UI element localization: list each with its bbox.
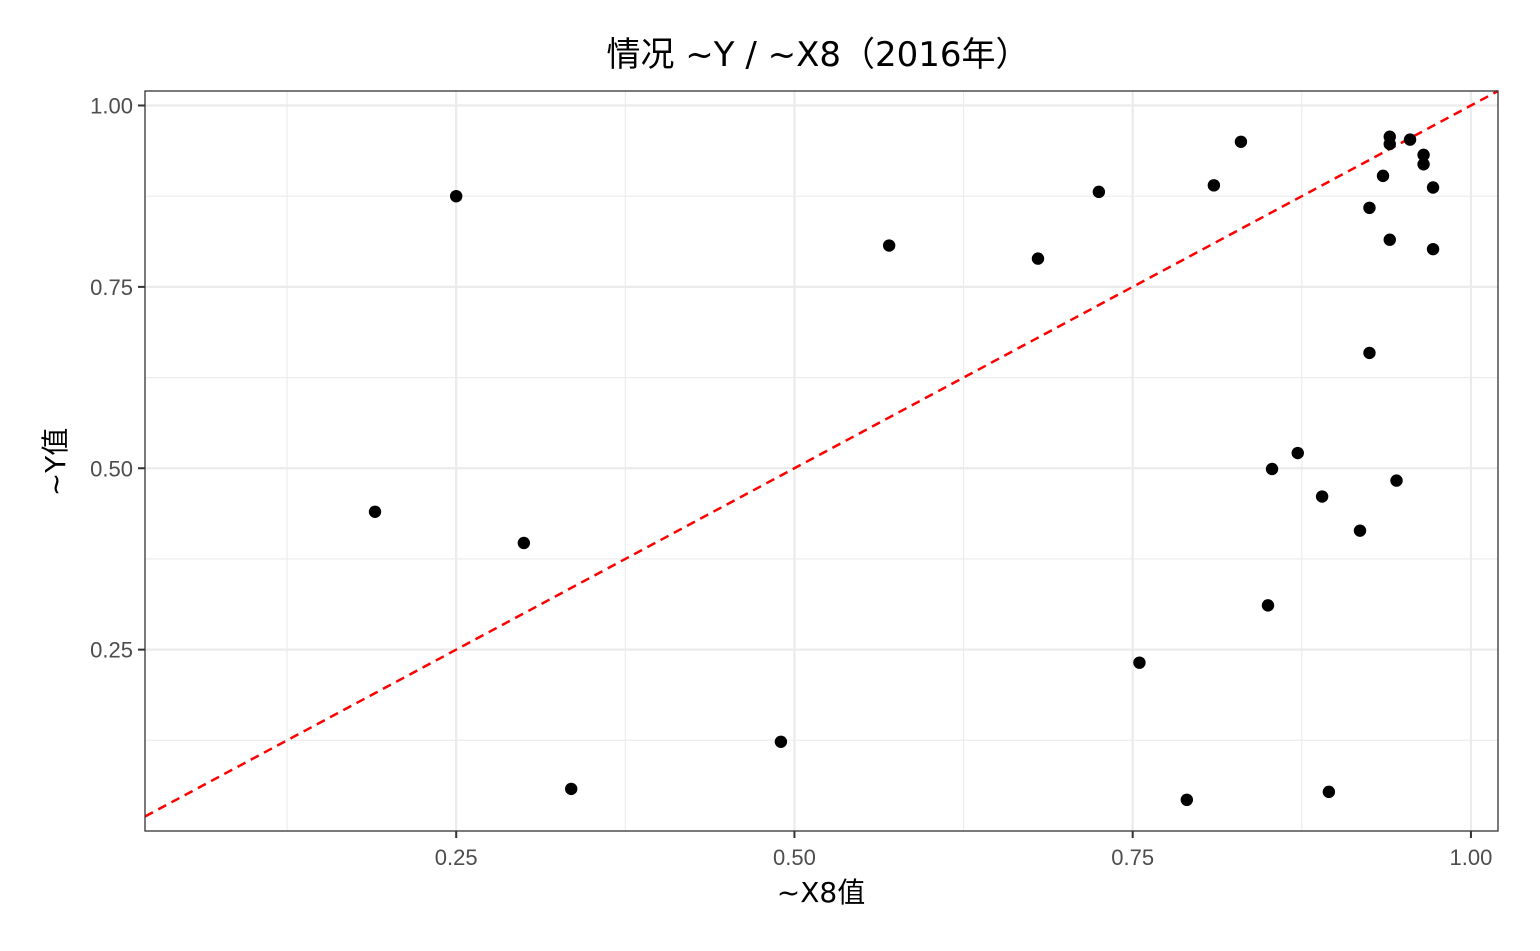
minor-gridlines	[145, 91, 1498, 831]
data-point-16	[1322, 785, 1336, 799]
data-point-2	[517, 536, 531, 550]
x-tick-label-0: 0.25	[435, 845, 478, 870]
x-tick-label-2: 0.75	[1111, 845, 1154, 870]
data-point-23	[1383, 130, 1396, 143]
data-point-1	[449, 189, 463, 203]
data-point-20	[1376, 169, 1390, 183]
data-point-27	[1417, 158, 1430, 171]
data-point-26	[1417, 148, 1430, 162]
data-point-4	[774, 735, 788, 748]
data-point-13	[1265, 462, 1279, 476]
y-tick-label-1: 0.50	[90, 456, 133, 481]
data-point-21	[1383, 233, 1396, 246]
data-point-11	[1234, 135, 1248, 148]
data-point-14	[1291, 446, 1304, 460]
y-tick-label-3: 1.00	[90, 94, 133, 119]
reference-line-y-equals-x	[144, 89, 1499, 818]
data-points	[368, 130, 1440, 807]
data-point-10	[1207, 179, 1221, 192]
plot-panel-border	[144, 90, 1499, 832]
data-point-28	[1426, 181, 1440, 194]
y-axis-label: ~Y值	[39, 428, 72, 497]
data-point-7	[1092, 185, 1106, 199]
data-point-3	[564, 782, 578, 796]
data-point-0	[368, 505, 382, 518]
data-point-5	[882, 239, 896, 252]
data-point-6	[1031, 252, 1045, 265]
data-point-17	[1353, 524, 1367, 537]
data-point-25	[1403, 133, 1417, 146]
major-gridlines	[145, 91, 1498, 831]
y-tick-label-0: 0.25	[90, 638, 133, 663]
y-axis-ticks: 0.25 0.50 0.75 1.00	[90, 94, 145, 663]
data-point-15	[1315, 490, 1329, 503]
data-point-12	[1261, 599, 1275, 612]
data-point-29	[1426, 242, 1440, 256]
data-point-9	[1180, 793, 1194, 807]
x-axis-ticks: 0.25 0.50 0.75 1.00	[435, 831, 1493, 870]
x-tick-label-3: 1.00	[1450, 845, 1493, 870]
data-point-19	[1363, 201, 1376, 215]
y-tick-label-2: 0.75	[90, 275, 133, 300]
data-point-18	[1363, 346, 1376, 360]
data-point-24	[1390, 474, 1403, 487]
chart-title: 情况 ~Y / ~X8（2016年）	[606, 35, 1029, 75]
x-axis-label: ~X8值	[777, 876, 865, 909]
x-tick-label-1: 0.50	[773, 845, 816, 870]
data-point-8	[1133, 656, 1146, 669]
